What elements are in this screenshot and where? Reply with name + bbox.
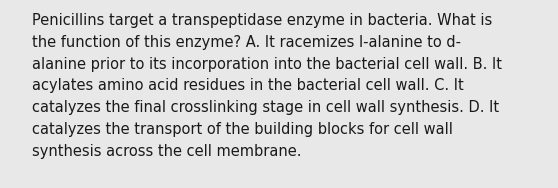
Text: Penicillins target a transpeptidase enzyme in bacteria. What is: Penicillins target a transpeptidase enzy… bbox=[32, 13, 492, 28]
Text: acylates amino acid residues in the bacterial cell wall. C. It: acylates amino acid residues in the bact… bbox=[32, 78, 464, 93]
Text: catalyzes the transport of the building blocks for cell wall: catalyzes the transport of the building … bbox=[32, 122, 453, 137]
Text: alanine prior to its incorporation into the bacterial cell wall. B. It: alanine prior to its incorporation into … bbox=[32, 57, 502, 72]
Text: synthesis across the cell membrane.: synthesis across the cell membrane. bbox=[32, 144, 301, 159]
Text: the function of this enzyme? A. It racemizes l-alanine to d-: the function of this enzyme? A. It racem… bbox=[32, 35, 461, 50]
Text: catalyzes the final crosslinking stage in cell wall synthesis. D. It: catalyzes the final crosslinking stage i… bbox=[32, 100, 499, 115]
